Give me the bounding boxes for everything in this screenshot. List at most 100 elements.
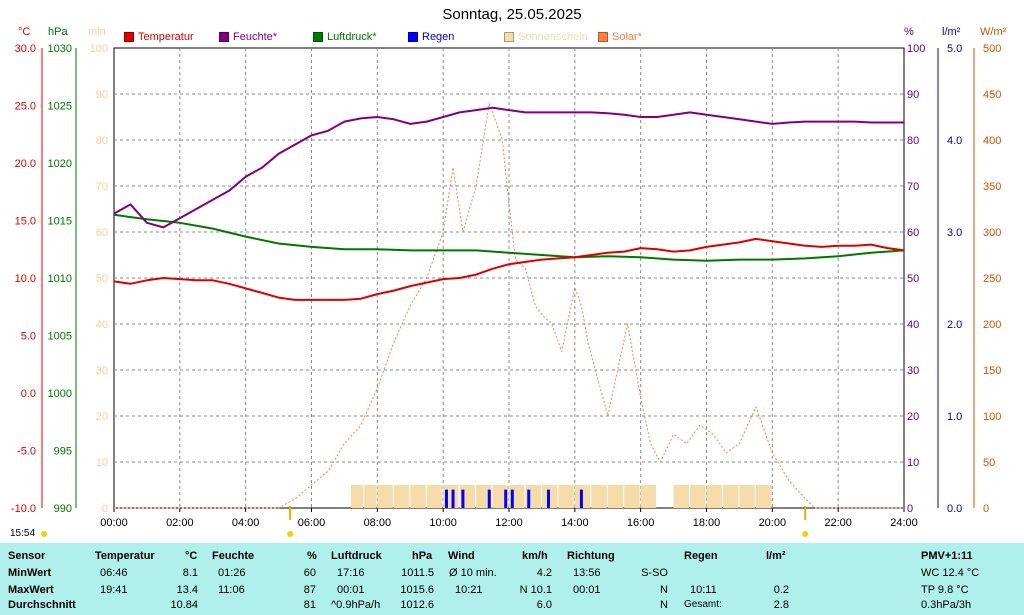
solar-tick-label: 50	[983, 457, 995, 469]
wind-header: Wind	[448, 550, 475, 562]
sensor-header: Sensor	[8, 550, 46, 562]
sunshine-bar	[591, 485, 607, 508]
solar-unit: W/m²	[980, 26, 1007, 38]
pressure-unit: hPa	[48, 26, 68, 38]
pmv-header: PMV+1:11	[921, 550, 973, 562]
feuchte-line	[113, 106, 904, 229]
pressure-header: Luftdruck	[331, 550, 382, 562]
rain-header: Regen	[684, 550, 718, 562]
percent-tick-label: 90	[907, 89, 919, 101]
wind-avg-label: Ø 10 min.	[449, 567, 497, 579]
pressure-tick-label: 1015	[48, 216, 72, 228]
minutes-tick-label: 70	[96, 181, 108, 193]
minutes-tick-label: 80	[96, 135, 108, 147]
rain-unit: l/m²	[942, 26, 961, 38]
solar-line	[114, 102, 904, 509]
sunshine-bar	[722, 485, 739, 508]
percent-tick-label: 40	[907, 319, 919, 331]
solar-tick-label: 0	[983, 503, 989, 515]
percent-tick-label: 80	[907, 135, 919, 147]
temp-max: 13.4	[176, 584, 198, 596]
percent-tick-label: 0	[907, 503, 913, 515]
pressure-min-time: 17:16	[337, 567, 365, 579]
legend-temperatur: Temperatur	[124, 31, 194, 43]
temp-tick-label: 25.0	[15, 101, 36, 113]
rain-max: 0.2	[773, 584, 789, 596]
direction-max-time: 00:01	[573, 584, 601, 596]
temp-min: 8.1	[182, 567, 198, 579]
pressure-tick-label: 1020	[48, 158, 72, 170]
legend-feuchte: Feuchte*	[219, 31, 277, 43]
direction-max: N	[660, 584, 668, 596]
sunshine-bar	[755, 485, 772, 508]
sunshine-bar	[393, 485, 410, 508]
rain-tick-label: 1.0	[947, 411, 962, 423]
humidity-avg: 81	[303, 599, 316, 611]
minutes-tick-label: 90	[96, 89, 108, 101]
temp-tick-label: 10.0	[15, 273, 36, 285]
direction-header: Richtung	[567, 550, 615, 562]
temp-tick-label: 5.0	[21, 331, 36, 343]
direction-min-time: 13:56	[573, 567, 601, 579]
minutes-tick-label: 10	[96, 457, 108, 469]
sunshine-bar	[558, 485, 574, 508]
x-tick-label: 02:00	[166, 517, 194, 529]
temp-min-time: 06:46	[100, 567, 128, 579]
pressure-trend-3h: 0.3hPa/3h	[921, 599, 972, 611]
minutes-tick-label: 0	[102, 503, 108, 515]
rain-bar	[527, 489, 531, 508]
luftdruck-line	[113, 213, 905, 262]
x-tick-label: 16:00	[627, 517, 655, 529]
rain-total: 2.8	[773, 599, 789, 611]
legend-swatch	[504, 32, 514, 42]
solar-tick-label: 400	[983, 135, 1001, 147]
pressure-tick-label: 1025	[48, 101, 72, 113]
minutes-tick-label: 20	[96, 411, 108, 423]
pressure-tick-label: 990	[54, 503, 72, 515]
x-tick-label: 22:00	[824, 517, 852, 529]
minutes-tick-label: 40	[96, 319, 108, 331]
temp-tick-label: 15.0	[15, 216, 36, 228]
temp-header: Temperatur	[95, 550, 155, 562]
temp-avg: 10.84	[170, 599, 198, 611]
x-tick-label: 10:00	[429, 517, 457, 529]
x-tick-label: 12:00	[495, 517, 523, 529]
percent-tick-label: 10	[907, 457, 919, 469]
humidity-unit-header: %	[307, 550, 317, 562]
pressure-tick-label: 1030	[48, 43, 72, 55]
temp-max-time: 19:41	[100, 584, 128, 596]
solar-tick-label: 350	[983, 181, 1001, 193]
sunshine-bar	[364, 485, 377, 508]
sunshine-bar	[377, 485, 393, 508]
rain-bar	[461, 489, 465, 508]
temp-tick-label: -10.0	[11, 503, 36, 515]
humidity-min-time: 01:26	[218, 567, 246, 579]
sunshine-bar	[690, 485, 706, 508]
x-tick-label: 18:00	[693, 517, 721, 529]
percent-tick-label: 30	[907, 365, 919, 377]
sun-marker-dot	[802, 531, 809, 537]
pressure-trend: ^0.9hPa/h	[331, 599, 381, 611]
wind-min: 4.2	[536, 567, 552, 579]
sunshine-bar	[706, 485, 722, 508]
current-time: 15:54	[10, 528, 36, 539]
time-marker-dot	[41, 531, 47, 537]
pressure-max-time: 00:01	[337, 584, 365, 596]
solar-tick-label: 300	[983, 227, 1001, 239]
legend-swatch	[408, 32, 418, 42]
x-tick-label: 06:00	[298, 517, 326, 529]
rain-bar	[510, 489, 514, 508]
temp-unit: °C	[18, 26, 31, 38]
percent-tick-label: 100	[907, 43, 925, 55]
rain-bar	[451, 489, 455, 508]
x-tick-label: 08:00	[364, 517, 392, 529]
direction-min: S-SO	[641, 567, 668, 579]
wind-max-time: 10:21	[455, 584, 483, 596]
rain-bar	[487, 489, 491, 508]
rain-tick-label: 5.0	[947, 43, 962, 55]
sunshine-bar	[673, 485, 690, 508]
direction-avg: N	[660, 599, 668, 611]
sunshine-bar	[492, 485, 508, 508]
percent-tick-label: 20	[907, 411, 919, 423]
sun-marker-dot	[287, 531, 294, 537]
